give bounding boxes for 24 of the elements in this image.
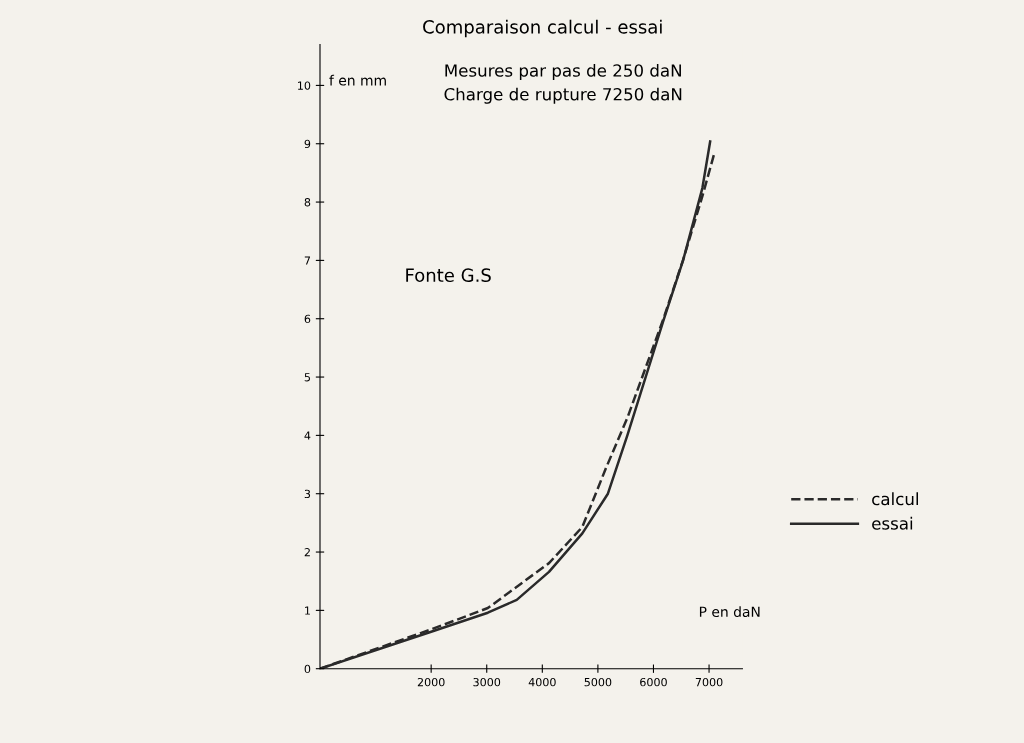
- x-tick-label: 2000: [417, 677, 445, 687]
- x-tick-label: 4000: [528, 677, 556, 687]
- y-tick-label: 1: [305, 606, 310, 615]
- y-tick-label: 2: [304, 548, 310, 557]
- y-tick-label: 10: [298, 81, 311, 90]
- x-tick-label: 7000: [695, 677, 723, 687]
- y-tick-label: 9: [304, 139, 311, 149]
- y-tick-label: 3: [304, 489, 311, 499]
- x-tick-label: 3000: [473, 677, 501, 687]
- y-tick-label: 5: [304, 373, 310, 382]
- chart-title: Comparaison calcul - essai: [423, 19, 662, 38]
- y-tick-label: 6: [304, 314, 311, 324]
- y-tick-label: 4: [304, 431, 311, 440]
- y-tick-label: 8: [304, 198, 311, 207]
- legend-label: essai: [872, 516, 913, 530]
- y-tick-label: 0: [304, 664, 311, 674]
- y-tick-label: 7: [304, 256, 311, 265]
- y-axis-title: f en mm: [329, 74, 386, 86]
- legend-label: calcul: [872, 492, 918, 506]
- text: Mesures par pas de 250 daN Charge de rupture 7250 daN: [444, 63, 682, 104]
- x-tick-label: 5000: [584, 677, 612, 687]
- x-axis-title: P en daN: [699, 606, 760, 618]
- annotation: Fonte G.S: [406, 268, 491, 282]
- x-tick-label: 6000: [640, 677, 667, 687]
